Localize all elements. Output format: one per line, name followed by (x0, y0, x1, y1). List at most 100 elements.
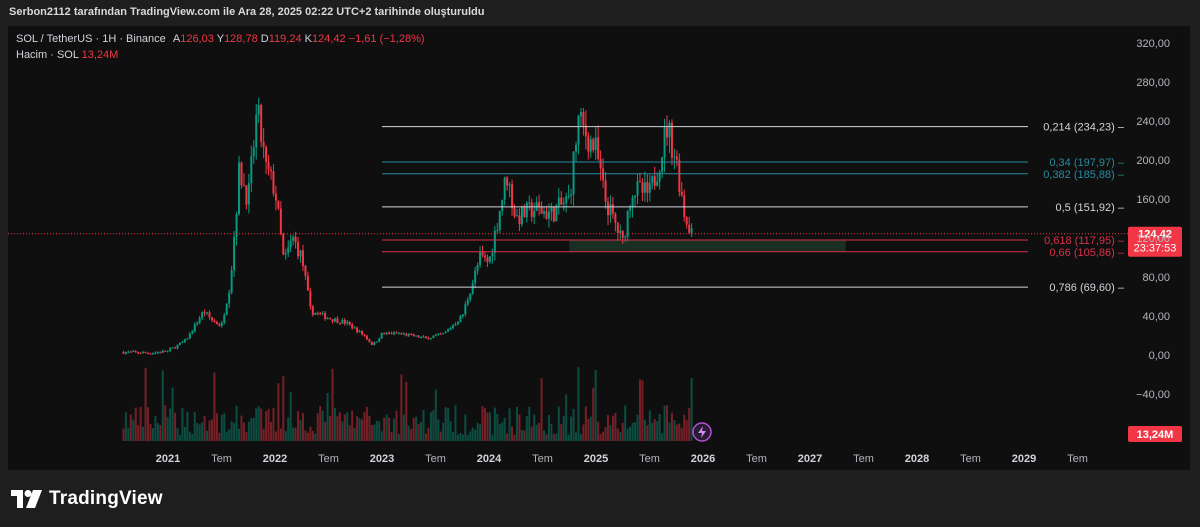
volume-bar (225, 431, 228, 441)
candle-body (560, 197, 563, 205)
volume-bar (255, 408, 258, 441)
volume-bar (277, 383, 280, 441)
x-tick-label: Tem (960, 453, 981, 465)
volume-bar (324, 422, 327, 441)
volume-bar (242, 422, 245, 441)
candle-body (388, 332, 391, 334)
x-tick-label: Tem (425, 453, 446, 465)
candle-body (469, 293, 472, 300)
volume-bar (432, 410, 435, 441)
candle-body (127, 351, 130, 353)
volume-bar (666, 405, 669, 441)
volume-bar (520, 430, 523, 441)
volume-bar (528, 406, 531, 441)
volume-bar (348, 425, 351, 441)
candle-body (260, 104, 263, 142)
candle-body (262, 141, 265, 147)
volume-bar (461, 434, 464, 441)
volume-bar (156, 423, 159, 441)
volume-bar (434, 389, 437, 441)
candle-body (252, 147, 255, 157)
candle-body (670, 122, 673, 158)
candle-body (525, 202, 528, 218)
candle-body (240, 162, 243, 186)
candle-body (245, 185, 248, 205)
volume-bar (363, 411, 366, 441)
candle-body (661, 157, 664, 173)
volume-bar (469, 431, 472, 441)
candle-body (198, 318, 201, 323)
volume-bar (181, 407, 184, 441)
tradingview-logo-icon (11, 490, 42, 508)
volume-bar (240, 415, 243, 441)
candle-body (203, 312, 206, 314)
candle-body (390, 333, 393, 335)
candle-body (235, 214, 238, 237)
volume-bar (685, 420, 688, 441)
volume-bar (151, 428, 154, 441)
volume-bar (230, 421, 233, 441)
volume-bar (498, 423, 501, 441)
volume-bar (575, 432, 578, 441)
tradingview-logo[interactable]: TradingView (11, 486, 163, 512)
volume-bar (636, 414, 639, 441)
high-value: 128,78 (224, 33, 258, 45)
y-tick-label: −40,00 (1136, 389, 1170, 401)
volume-bar (316, 413, 319, 441)
candle-body (459, 316, 462, 323)
candle-body (456, 322, 459, 325)
change-value: −1,61 (−1,28%) (348, 33, 425, 45)
candle-body (250, 156, 253, 184)
volume-bar (658, 414, 661, 441)
volume-bar (670, 412, 673, 441)
candle-body (540, 206, 543, 214)
candle-body (528, 202, 531, 204)
candle-body (186, 338, 189, 340)
volume-bar (439, 431, 442, 441)
candle-body (594, 137, 597, 151)
volume-bar (144, 367, 147, 441)
volume-bar (149, 424, 152, 441)
volume-bar (137, 425, 140, 441)
symbol-label[interactable]: SOL / TetherUS · 1H · Binance (16, 33, 166, 45)
volume-bar (309, 426, 312, 441)
price-chart[interactable]: 0,214 (234,23) – 0,34 (197,97) –0,382 (18… (0, 0, 1200, 470)
candle-body (333, 318, 336, 322)
candle-body (142, 352, 145, 354)
candle-body (545, 211, 548, 219)
candle-body (375, 341, 378, 343)
volume-bar (373, 424, 376, 441)
volume-bar (134, 407, 137, 441)
candle-body (230, 270, 233, 293)
volume-bar (565, 394, 568, 441)
volume-bar (154, 415, 157, 441)
candle-body (178, 342, 181, 345)
candle-body (267, 161, 270, 170)
volume-bar (250, 417, 253, 441)
current-price-label: 124,42 (1138, 229, 1172, 241)
volume-bar (213, 372, 216, 441)
candle-body (304, 265, 307, 276)
volume-label[interactable]: Hacim · SOL (16, 49, 79, 61)
volume-bar (597, 421, 600, 441)
volume-bar (491, 434, 494, 441)
candle-body (474, 270, 477, 284)
volume-bar (675, 424, 678, 441)
candle-body (653, 176, 656, 186)
volume-bar (299, 419, 302, 441)
candle-body (139, 353, 142, 355)
volume-bar (678, 423, 681, 441)
candle-body (501, 199, 504, 212)
candle-body (410, 334, 413, 336)
volume-bar (206, 430, 209, 441)
volume-bar (513, 434, 516, 441)
candle-body (584, 125, 587, 137)
candle-body (373, 342, 376, 345)
volume-bar (164, 405, 167, 441)
volume-bar (169, 408, 172, 441)
volume-bar (511, 426, 514, 441)
volume-bar (279, 428, 282, 441)
candle-body (314, 313, 317, 315)
candle-body (412, 334, 415, 337)
candle-body (257, 104, 260, 115)
